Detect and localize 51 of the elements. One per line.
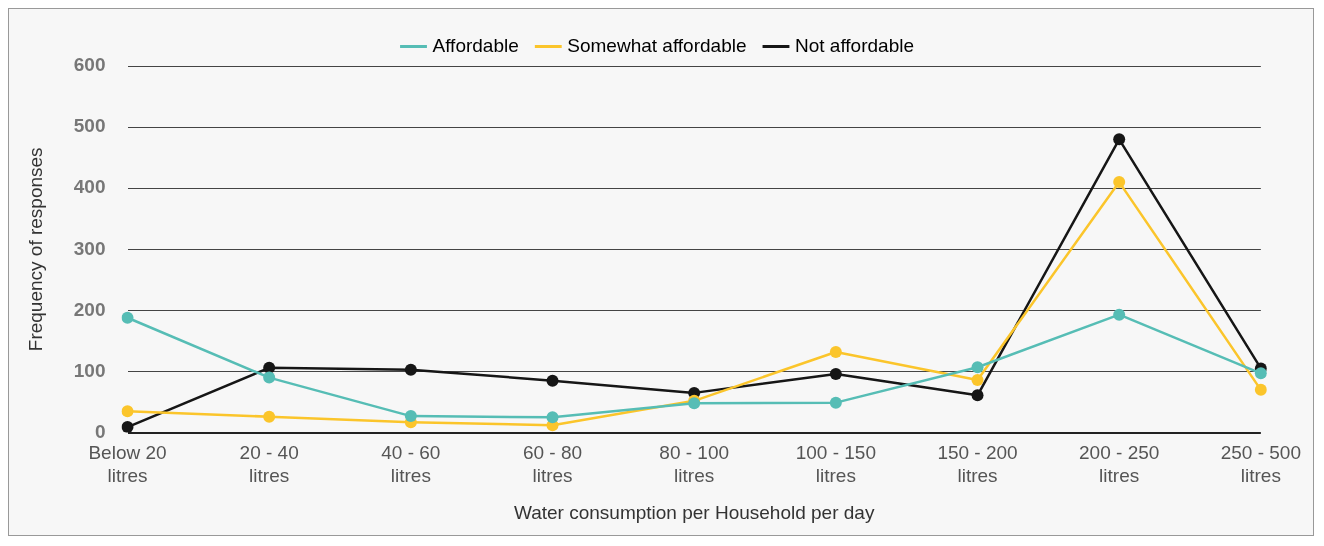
point xyxy=(263,410,276,423)
point xyxy=(263,371,276,384)
point xyxy=(121,311,134,324)
legend-label: Affordable xyxy=(432,34,519,56)
point xyxy=(829,396,842,409)
category-label: 80 - 100 xyxy=(659,442,730,464)
category-label: Below 20 xyxy=(88,442,167,464)
point xyxy=(404,410,417,423)
category-label: litres xyxy=(249,465,290,487)
point xyxy=(1113,176,1126,189)
category-label: litres xyxy=(107,465,148,487)
legend-label: Not affordable xyxy=(794,34,914,56)
x-axis-title: Water consumption per Household per day xyxy=(513,501,875,523)
category-label: litres xyxy=(674,465,715,487)
point xyxy=(829,367,842,380)
y-tick-label: 200 xyxy=(73,298,106,320)
category-label: litres xyxy=(957,465,998,487)
point xyxy=(121,405,134,418)
y-tick-label: 400 xyxy=(73,176,106,198)
category-label: 150 - 200 xyxy=(937,442,1018,464)
point xyxy=(829,345,842,358)
category-label: litres xyxy=(1099,465,1140,487)
category-label: 250 - 500 xyxy=(1220,442,1302,464)
y-tick-label: 300 xyxy=(73,237,106,259)
legend-label: Somewhat affordable xyxy=(567,34,747,56)
y-tick-label: 0 xyxy=(94,420,106,442)
category-label: 20 - 40 xyxy=(239,442,299,464)
y-tick-label: 600 xyxy=(73,54,106,76)
category-label: 60 - 80 xyxy=(522,442,583,464)
category-label: 100 - 150 xyxy=(795,442,876,464)
category-label: litres xyxy=(1240,465,1281,487)
y-tick-label: 100 xyxy=(73,359,106,381)
point xyxy=(546,411,559,424)
point xyxy=(263,361,276,374)
point xyxy=(404,363,417,376)
category-label: 200 - 250 xyxy=(1079,442,1160,464)
point xyxy=(1254,367,1267,380)
point xyxy=(1254,383,1267,396)
category-label: litres xyxy=(815,465,856,487)
point xyxy=(546,374,559,387)
point xyxy=(1113,133,1126,146)
category-label: litres xyxy=(532,465,573,487)
y-axis-title: Frequency of responses xyxy=(24,147,46,352)
y-tick-label: 500 xyxy=(73,115,106,137)
category-label: litres xyxy=(390,465,431,487)
category-label: 40 - 60 xyxy=(381,442,441,464)
point xyxy=(1113,308,1126,321)
point xyxy=(971,361,984,374)
point xyxy=(121,421,134,433)
point xyxy=(971,389,984,402)
point xyxy=(971,374,984,387)
